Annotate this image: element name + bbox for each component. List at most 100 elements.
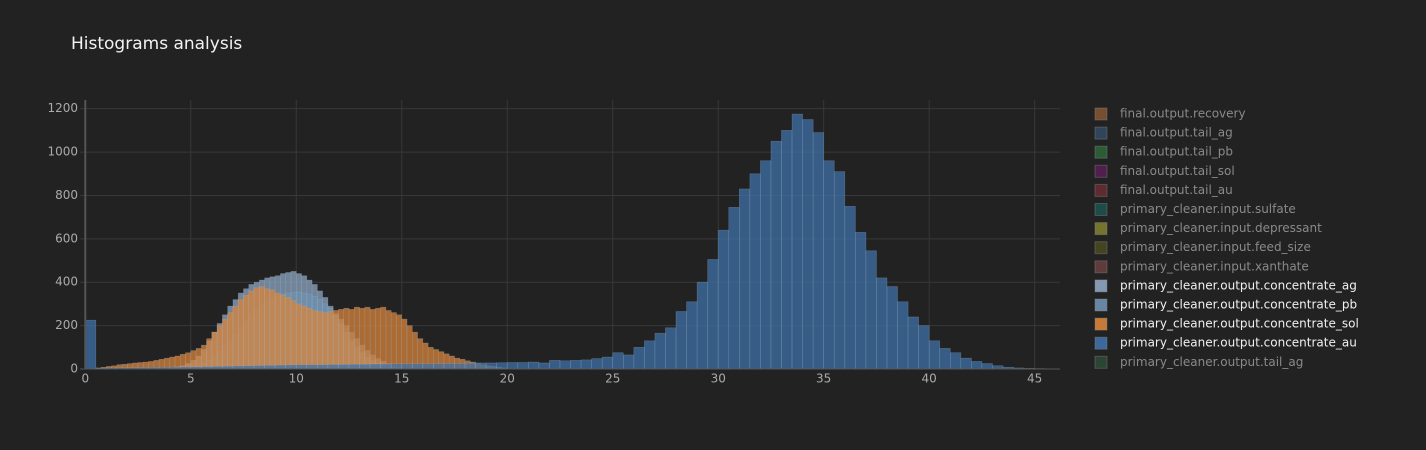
- y-tick-label: 0: [70, 362, 78, 376]
- legend-item[interactable]: primary_cleaner.output.concentrate_sol: [1094, 317, 1359, 331]
- bar: [517, 362, 529, 370]
- legend-item[interactable]: primary_cleaner.input.sulfate: [1094, 202, 1296, 216]
- legend-item[interactable]: primary_cleaner.input.depressant: [1094, 221, 1322, 236]
- legend-label[interactable]: primary_cleaner.output.concentrate_pb: [1120, 298, 1357, 312]
- bar: [538, 362, 550, 370]
- bar: [760, 160, 772, 370]
- bar: [907, 316, 919, 370]
- bar: [644, 340, 656, 370]
- bar: [237, 299, 244, 370]
- legend-item[interactable]: primary_cleaner.input.xanthate: [1094, 259, 1309, 274]
- bar: [348, 363, 360, 370]
- legend-item[interactable]: primary_cleaner.output.concentrate_pb: [1094, 298, 1357, 312]
- legend-item[interactable]: final.output.recovery: [1094, 107, 1246, 121]
- legend-label[interactable]: final.output.recovery: [1120, 107, 1246, 121]
- bar: [369, 363, 381, 370]
- legend-label[interactable]: final.output.tail_sol: [1120, 164, 1235, 178]
- bar: [216, 325, 223, 370]
- chart-title: Histograms analysis: [71, 34, 242, 54]
- bar: [280, 294, 287, 370]
- bar: [433, 363, 445, 370]
- x-tick-label: 35: [816, 372, 831, 386]
- x-tick-label: 20: [500, 372, 515, 386]
- legend-swatch: [1094, 203, 1108, 216]
- bar: [739, 188, 751, 370]
- legend-label[interactable]: primary_cleaner.output.tail_ag: [1120, 355, 1303, 369]
- bar: [359, 307, 366, 370]
- bar: [84, 319, 97, 370]
- bar: [390, 363, 403, 370]
- legend-swatch: [1094, 183, 1108, 197]
- bar: [206, 338, 213, 370]
- bar: [570, 360, 582, 370]
- x-tick-label: 10: [289, 372, 304, 386]
- legend-label[interactable]: primary_cleaner.input.sulfate: [1120, 202, 1296, 216]
- legend-label[interactable]: primary_cleaner.output.concentrate_ag: [1120, 278, 1357, 292]
- legend-item[interactable]: final.output.tail_sol: [1094, 164, 1235, 178]
- bar: [876, 277, 888, 370]
- legend-item[interactable]: primary_cleaner.output.concentrate_ag: [1094, 278, 1357, 293]
- axes: 0 200 400 600 800 1000 1200 0 5 10 15 20 25 30 35 40 45: [47, 100, 1060, 386]
- bar: [401, 363, 413, 370]
- bar: [222, 318, 228, 370]
- bar: [601, 356, 614, 370]
- bar: [190, 350, 197, 370]
- bar: [844, 205, 856, 370]
- bar: [269, 289, 276, 370]
- bar: [380, 306, 387, 370]
- bar: [295, 364, 308, 370]
- bar: [264, 365, 276, 370]
- y-tick-label: 1000: [47, 145, 78, 159]
- bar: [338, 309, 345, 370]
- bar: [949, 352, 962, 370]
- bar: [475, 362, 487, 370]
- bar: [443, 363, 455, 370]
- bar: [285, 364, 297, 370]
- bar: [243, 294, 250, 370]
- legend-swatch: [1094, 107, 1108, 121]
- bar: [380, 363, 392, 370]
- bar: [781, 130, 793, 370]
- bar: [707, 259, 719, 370]
- legend-label[interactable]: primary_cleaner.input.xanthate: [1120, 259, 1309, 273]
- legend-item[interactable]: final.output.tail_ag: [1094, 126, 1233, 140]
- bar: [364, 306, 371, 370]
- bar: [232, 305, 239, 370]
- bar: [802, 119, 814, 370]
- bar: [770, 140, 782, 370]
- legend-item[interactable]: final.output.tail_pb: [1094, 145, 1233, 159]
- x-tick-label: 40: [922, 372, 937, 386]
- x-tick-label: 30: [711, 372, 726, 386]
- bar: [422, 363, 434, 370]
- bar: [322, 312, 329, 370]
- bar: [327, 311, 334, 370]
- bar: [348, 309, 355, 370]
- bar: [385, 310, 392, 370]
- legend-label[interactable]: primary_cleaner.output.concentrate_au: [1120, 336, 1357, 350]
- bar: [464, 362, 476, 370]
- legend-item[interactable]: primary_cleaner.output.concentrate_au: [1094, 336, 1357, 350]
- legend-item[interactable]: final.output.tail_au: [1094, 183, 1233, 197]
- legend-swatch: [1094, 260, 1108, 274]
- bar: [317, 364, 329, 370]
- legend-label[interactable]: final.output.tail_au: [1120, 183, 1233, 197]
- legend-label[interactable]: final.output.tail_pb: [1120, 145, 1233, 159]
- legend-label[interactable]: primary_cleaner.input.depressant: [1120, 221, 1322, 235]
- bar: [227, 312, 234, 370]
- legend-label[interactable]: primary_cleaner.output.concentrate_sol: [1120, 317, 1359, 331]
- legend-label[interactable]: primary_cleaner.input.feed_size: [1120, 240, 1311, 254]
- legend-swatch: [1094, 355, 1108, 369]
- legend-item[interactable]: primary_cleaner.input.feed_size: [1094, 240, 1311, 255]
- bar: [248, 290, 255, 370]
- bar: [791, 113, 803, 370]
- bar: [375, 307, 381, 370]
- bar: [406, 325, 413, 370]
- legend-item[interactable]: primary_cleaner.output.tail_ag: [1094, 355, 1303, 369]
- legend-label[interactable]: final.output.tail_ag: [1120, 126, 1233, 140]
- bar: [259, 286, 265, 370]
- bar: [960, 357, 972, 370]
- x-tick-label: 15: [394, 372, 409, 386]
- bar: [654, 332, 666, 370]
- bar: [369, 309, 376, 370]
